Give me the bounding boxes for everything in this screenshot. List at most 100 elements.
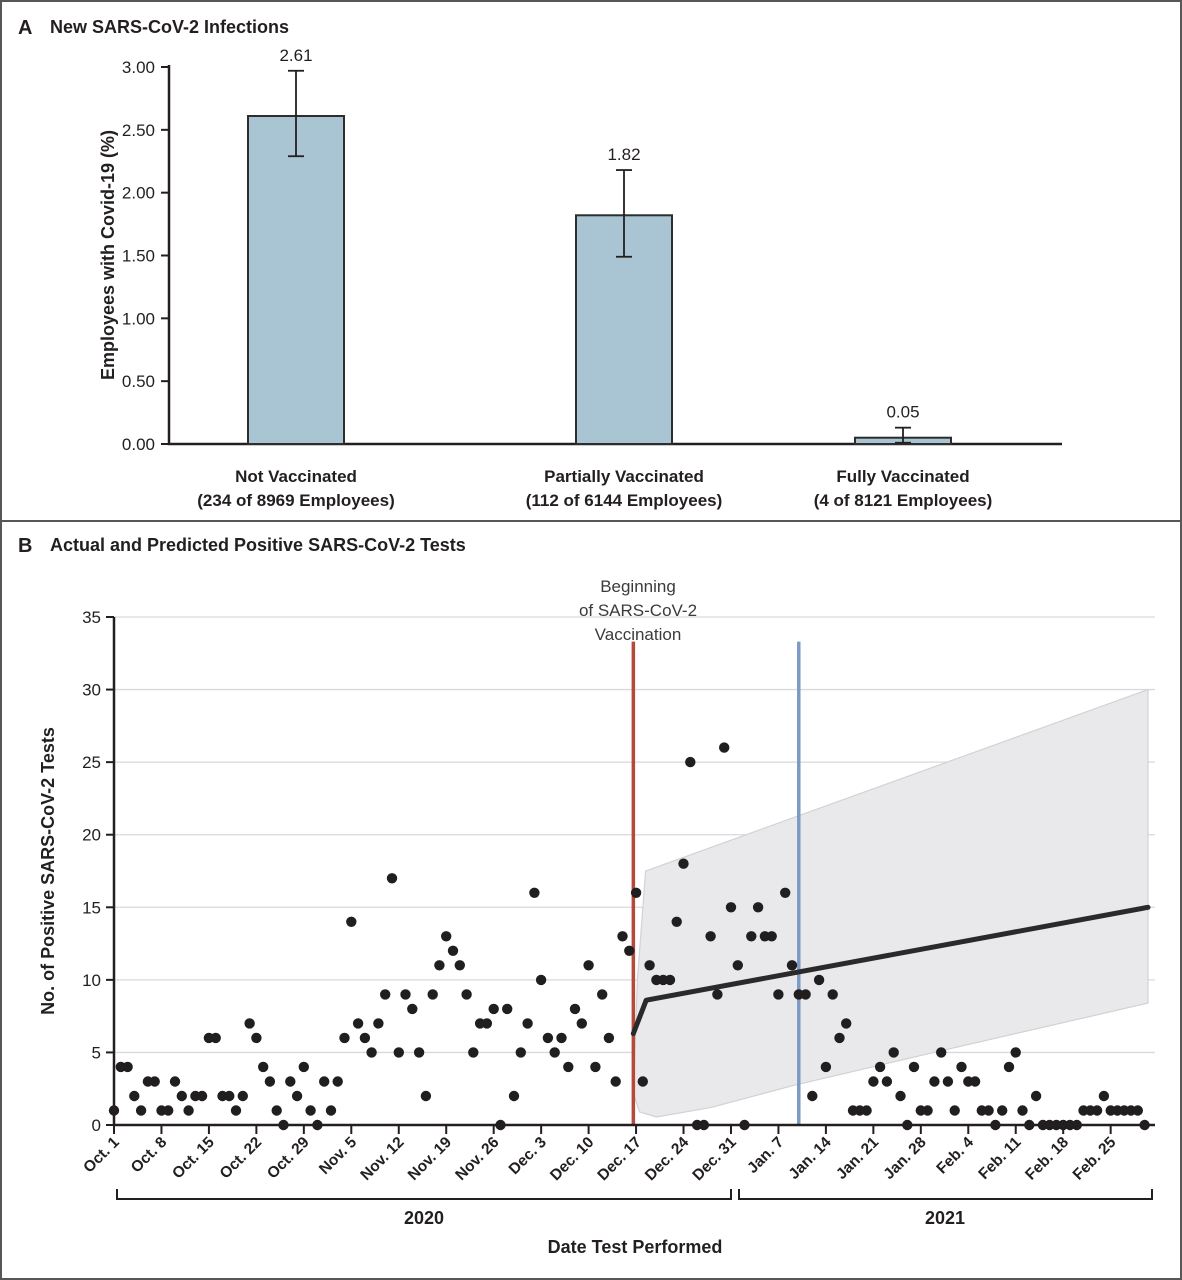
bar-category-subtitle: (234 of 8969 Employees) xyxy=(197,491,394,510)
y-tick-label: 30 xyxy=(82,681,101,700)
scatter-point xyxy=(1017,1105,1028,1116)
scatter-point xyxy=(271,1105,282,1116)
bar-value-label: 2.61 xyxy=(279,46,312,65)
scatter-point xyxy=(305,1105,316,1116)
scatter-point xyxy=(827,989,838,1000)
scatter-point xyxy=(997,1105,1008,1116)
x-tick-label: Nov. 5 xyxy=(316,1134,360,1178)
x-tick-label: Dec. 10 xyxy=(547,1134,597,1184)
scatter-point xyxy=(264,1076,276,1087)
scatter-point xyxy=(325,1105,337,1116)
y-tick-label: 1.50 xyxy=(122,247,155,266)
y-tick-label: 0.00 xyxy=(122,435,155,454)
scatter-point xyxy=(874,1061,886,1073)
scatter-point xyxy=(644,960,655,971)
scatter-point xyxy=(556,1032,567,1044)
scatter-point xyxy=(176,1090,187,1102)
scatter-point xyxy=(956,1061,967,1073)
scatter-point xyxy=(888,1047,899,1058)
scatter-point xyxy=(380,989,391,1000)
panel-a-title: New SARS-CoV-2 Infections xyxy=(50,17,289,37)
scatter-point xyxy=(719,742,730,753)
x-tick-label: Oct. 8 xyxy=(128,1134,171,1177)
annotation-line-1: Beginning xyxy=(600,577,676,596)
scatter-point xyxy=(922,1105,933,1116)
scatter-point xyxy=(929,1076,940,1087)
scatter-point xyxy=(258,1061,269,1073)
bar-category-subtitle: (4 of 8121 Employees) xyxy=(814,491,993,510)
scatter-point xyxy=(352,1018,364,1029)
panel-divider xyxy=(2,520,1180,522)
scatter-point xyxy=(908,1061,920,1073)
scatter-point xyxy=(332,1076,343,1087)
scatter-point xyxy=(183,1105,194,1116)
panel-a-bar-chart: A New SARS-CoV-2 Infections Employees wi… xyxy=(18,17,1062,510)
scatter-point xyxy=(454,960,465,971)
y-tick-label: 2.00 xyxy=(122,184,155,203)
y-tick-label: 5 xyxy=(92,1043,101,1062)
scatter-point xyxy=(820,1061,832,1073)
x-tick-label: Oct. 15 xyxy=(169,1134,218,1183)
x-tick-label: Feb. 11 xyxy=(975,1134,1024,1183)
x-tick-label: Dec. 31 xyxy=(689,1134,740,1185)
scatter-point xyxy=(386,873,398,884)
scatter-point xyxy=(1010,1047,1021,1058)
scatter-point xyxy=(447,945,459,956)
x-tick-label: Jan. 7 xyxy=(744,1134,787,1177)
scatter-point xyxy=(427,989,438,1000)
scatter-point xyxy=(1030,1090,1042,1102)
scatter-point xyxy=(549,1047,560,1058)
scatter-point xyxy=(339,1032,350,1044)
scatter-point xyxy=(122,1061,133,1073)
y-tick-label: 20 xyxy=(82,826,101,845)
scatter-point xyxy=(366,1047,377,1058)
scatter-point xyxy=(624,945,635,956)
x-tick-label: Jan. 28 xyxy=(880,1134,929,1183)
scatter-point xyxy=(949,1105,960,1116)
scatter-point xyxy=(800,989,811,1000)
scatter-point xyxy=(285,1076,296,1087)
scatter-point xyxy=(583,960,594,971)
scatter-point xyxy=(237,1090,248,1102)
scatter-point xyxy=(983,1105,994,1116)
scatter-point xyxy=(569,1003,581,1015)
x-tick-label: Jan. 21 xyxy=(833,1134,882,1183)
y-tick-label: 2.50 xyxy=(122,121,155,140)
bracket-2021 xyxy=(738,1189,1153,1200)
panel-a-letter: A xyxy=(18,17,32,39)
year-label-2021: 2021 xyxy=(925,1208,965,1228)
panel-b-x-axis-label: Date Test Performed xyxy=(548,1237,723,1257)
scatter-point xyxy=(576,1018,587,1029)
scatter-point xyxy=(807,1090,818,1102)
scatter-point xyxy=(786,960,798,971)
bar-category-subtitle: (112 of 6144 Employees) xyxy=(526,491,723,510)
scatter-point xyxy=(441,931,452,942)
scatter-point xyxy=(603,1032,615,1044)
x-tick-label: Oct. 29 xyxy=(264,1134,313,1183)
x-tick-label: Nov. 12 xyxy=(357,1134,407,1184)
scatter-point xyxy=(319,1076,330,1087)
scatter-point xyxy=(881,1076,893,1087)
x-tick-label: Nov. 26 xyxy=(452,1134,502,1184)
scatter-point xyxy=(773,989,784,1000)
y-tick-label: 35 xyxy=(82,608,101,627)
annotation-line-3: Vaccination xyxy=(595,625,682,644)
scatter-point xyxy=(163,1105,174,1116)
bar-category-label: Fully Vaccinated xyxy=(836,467,969,486)
y-tick-label: 3.00 xyxy=(122,58,155,77)
scatter-point xyxy=(210,1032,221,1044)
y-tick-label: 0 xyxy=(92,1116,101,1135)
scatter-point xyxy=(420,1090,432,1102)
scatter-point xyxy=(515,1047,526,1058)
y-tick-label: 1.00 xyxy=(122,309,155,328)
scatter-point xyxy=(685,756,696,768)
scatter-point xyxy=(508,1090,520,1102)
scatter-point xyxy=(529,887,540,898)
annotation-line-2: of SARS-CoV-2 xyxy=(579,601,697,620)
scatter-point xyxy=(251,1032,262,1044)
scatter-point xyxy=(834,1032,845,1044)
scatter-point xyxy=(746,931,757,942)
year-label-2020: 2020 xyxy=(404,1208,444,1228)
bar xyxy=(247,115,345,445)
